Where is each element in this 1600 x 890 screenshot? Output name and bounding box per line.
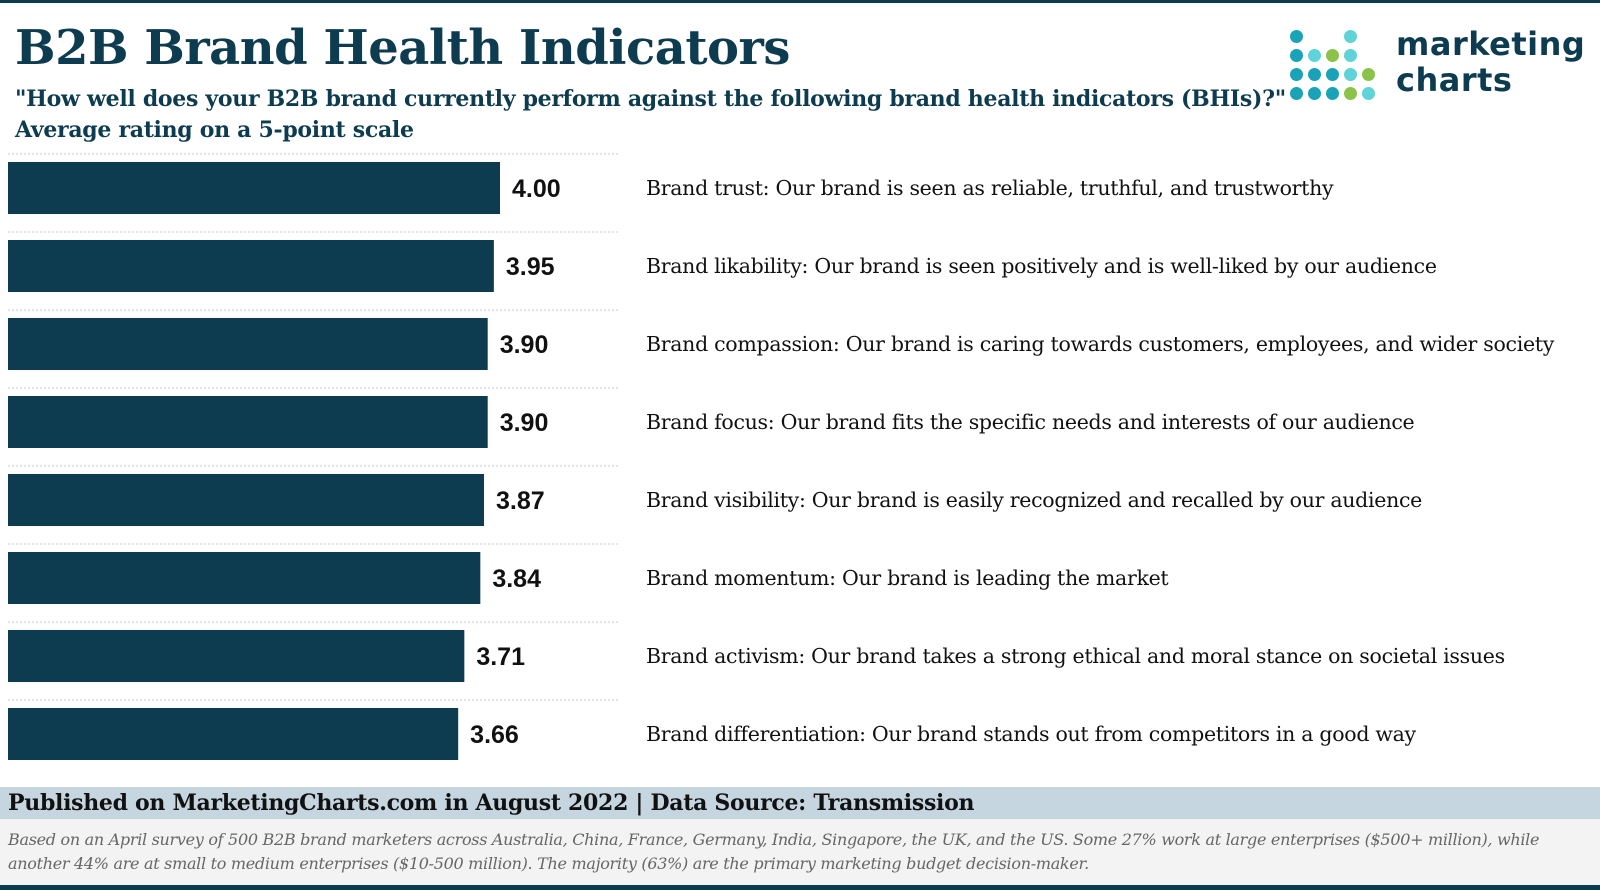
footer-note-area xyxy=(0,819,1600,885)
logo-dot xyxy=(1344,68,1357,81)
logo-dots-icon xyxy=(1290,26,1380,106)
category-label-4: Brand visibility: Our brand is easily re… xyxy=(646,488,1422,512)
category-label-2: Brand compassion: Our brand is caring to… xyxy=(646,332,1555,356)
bar-value-label-4: 3.87 xyxy=(496,487,545,515)
category-label-3: Brand focus: Our brand fits the specific… xyxy=(646,410,1415,434)
logo-dot xyxy=(1362,68,1375,81)
bar-chart-svg: 4.00 3.95 3.90 3.90 3.87 3.84 3.71 3.66 xyxy=(8,153,620,760)
logo-wordmark: marketing charts xyxy=(1396,26,1585,98)
bar-value-label-2: 3.90 xyxy=(500,331,549,359)
category-label-0: Brand trust: Our brand is seen as reliab… xyxy=(646,176,1334,200)
logo-dot xyxy=(1326,68,1339,81)
category-label-7: Brand differentiation: Our brand stands … xyxy=(646,722,1416,746)
chart-subtitle-scale: Average rating on a 5-point scale xyxy=(15,117,414,143)
logo-line-2: charts xyxy=(1396,61,1513,99)
footer-published: Published on MarketingCharts.com in Augu… xyxy=(8,790,975,816)
logo-dot xyxy=(1326,87,1339,100)
bar-value-label-6: 3.71 xyxy=(476,643,525,671)
logo-dot xyxy=(1308,49,1321,62)
category-label-1: Brand likability: Our brand is seen posi… xyxy=(646,254,1437,278)
footer-methodology-note: Based on an April survey of 500 B2B bran… xyxy=(8,830,1540,873)
chart-subtitle-question: "How well does your B2B brand currently … xyxy=(15,86,1286,112)
logo-dot xyxy=(1344,87,1357,100)
bar-7 xyxy=(8,708,459,760)
logo-line-1: marketing xyxy=(1396,25,1586,63)
logo-dot xyxy=(1290,49,1303,62)
bar-1 xyxy=(8,240,494,292)
bar-0 xyxy=(8,162,500,214)
marketing-charts-logo: marketing charts xyxy=(1290,26,1590,106)
logo-dot xyxy=(1308,68,1321,81)
top-rule xyxy=(0,0,1600,3)
logo-dot xyxy=(1326,49,1339,62)
logo-dot xyxy=(1290,87,1303,100)
logo-dot xyxy=(1290,30,1303,43)
bar-value-label-0: 4.00 xyxy=(512,175,561,203)
logo-dot xyxy=(1344,30,1357,43)
bar-3 xyxy=(8,396,488,448)
bar-chart: 4.00 3.95 3.90 3.90 3.87 3.84 3.71 3.66 Brand t… xyxy=(0,150,1600,770)
chart-title: B2B Brand Health Indicators xyxy=(15,20,790,76)
category-label-5: Brand momentum: Our brand is leading the… xyxy=(646,566,1169,590)
bar-value-label-1: 3.95 xyxy=(506,253,555,281)
footer-band xyxy=(0,787,1600,819)
logo-dot xyxy=(1362,87,1375,100)
logo-dot xyxy=(1344,49,1357,62)
bottom-rule xyxy=(0,885,1600,890)
bar-value-label-7: 3.66 xyxy=(470,721,519,749)
bar-value-label-3: 3.90 xyxy=(500,409,549,437)
bar-6 xyxy=(8,630,465,682)
category-label-6: Brand activism: Our brand takes a strong… xyxy=(646,644,1505,668)
logo-dot xyxy=(1308,87,1321,100)
logo-dot xyxy=(1290,68,1303,81)
bar-2 xyxy=(8,318,488,370)
bar-4 xyxy=(8,474,485,526)
bar-5 xyxy=(8,552,481,604)
bar-value-label-5: 3.84 xyxy=(492,565,541,593)
